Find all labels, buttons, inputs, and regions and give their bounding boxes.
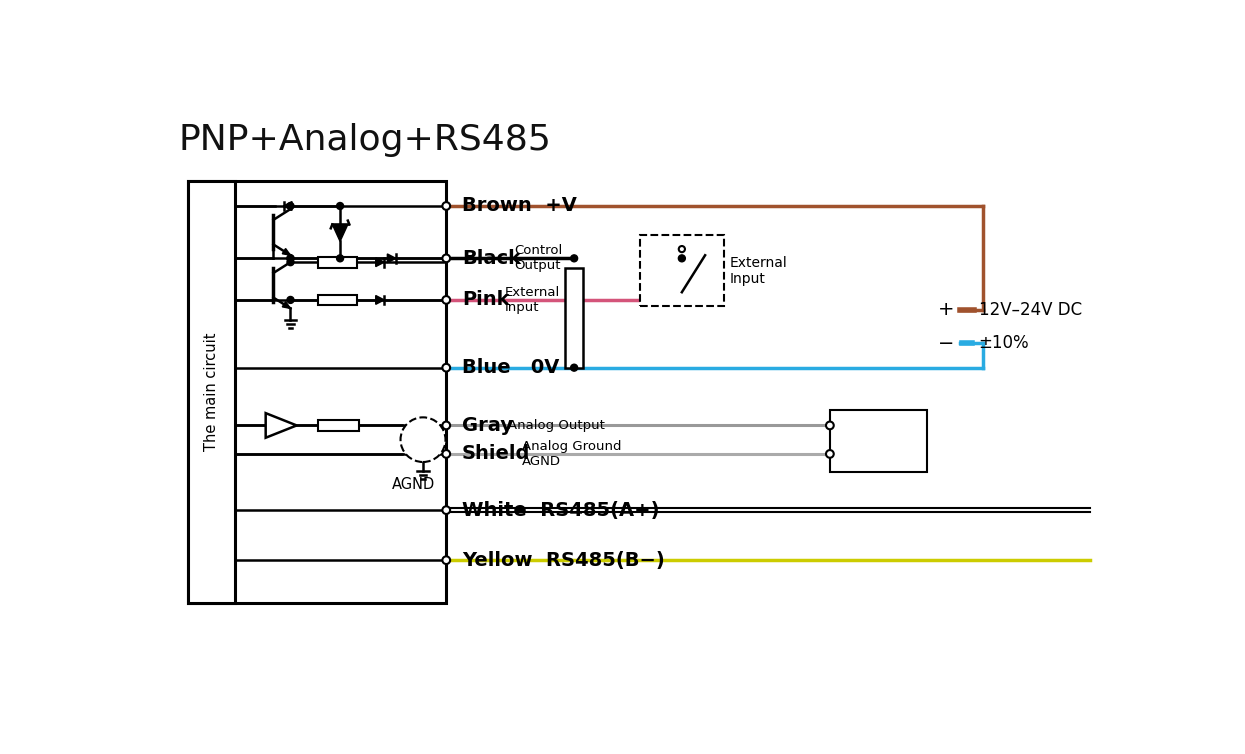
Text: Blue   0V: Blue 0V <box>462 358 559 377</box>
Circle shape <box>442 556 451 564</box>
Text: 12V–24V DC: 12V–24V DC <box>979 301 1082 319</box>
Circle shape <box>336 255 344 262</box>
Polygon shape <box>332 225 347 241</box>
Circle shape <box>679 246 685 252</box>
Text: −: − <box>937 333 954 353</box>
Bar <box>188 182 234 602</box>
Polygon shape <box>284 201 293 210</box>
Text: Control
Output: Control Output <box>514 244 563 272</box>
Bar <box>830 410 926 472</box>
Polygon shape <box>283 302 290 308</box>
Circle shape <box>442 296 451 304</box>
Circle shape <box>288 259 294 265</box>
Circle shape <box>442 421 451 429</box>
Circle shape <box>442 506 451 514</box>
Text: Brown  +V: Brown +V <box>462 197 576 216</box>
Text: +: + <box>937 300 954 320</box>
Polygon shape <box>376 296 385 305</box>
Ellipse shape <box>401 418 446 462</box>
Circle shape <box>679 255 685 262</box>
Text: Pink: Pink <box>462 290 509 309</box>
Polygon shape <box>376 258 385 267</box>
Circle shape <box>825 421 834 429</box>
Text: External
Input: External Input <box>505 286 560 314</box>
Text: The main circuit: The main circuit <box>204 333 219 451</box>
Bar <box>319 420 359 431</box>
Polygon shape <box>265 413 296 438</box>
Bar <box>188 182 446 602</box>
Circle shape <box>825 450 834 458</box>
Circle shape <box>336 203 344 210</box>
Text: Yellow  RS485(B−): Yellow RS485(B−) <box>462 550 665 570</box>
Text: Analog Output: Analog Output <box>508 419 605 432</box>
Bar <box>319 295 357 305</box>
Circle shape <box>442 202 451 210</box>
Text: Analog Ground
AGND: Analog Ground AGND <box>522 440 621 468</box>
Text: White  RS485(A+): White RS485(A+) <box>462 501 660 520</box>
Text: ±10%: ±10% <box>979 334 1030 352</box>
Circle shape <box>288 296 294 303</box>
Circle shape <box>442 255 451 262</box>
Text: PNP+Analog+RS485: PNP+Analog+RS485 <box>179 123 552 157</box>
Circle shape <box>288 255 294 262</box>
Text: Gray: Gray <box>462 416 513 435</box>
Text: External
Input: External Input <box>730 256 788 286</box>
Text: AGND: AGND <box>392 477 436 492</box>
Polygon shape <box>387 254 396 262</box>
Text: Black: Black <box>462 249 520 268</box>
Circle shape <box>288 255 294 262</box>
Text: load: load <box>568 303 580 332</box>
Circle shape <box>442 364 451 372</box>
Bar <box>640 235 723 306</box>
Bar <box>319 257 357 268</box>
Bar <box>565 268 584 368</box>
Circle shape <box>442 450 451 458</box>
Polygon shape <box>283 249 290 256</box>
Circle shape <box>570 255 578 262</box>
Circle shape <box>570 364 578 371</box>
Text: Shield: Shield <box>462 444 530 464</box>
Circle shape <box>288 203 294 210</box>
Text: Analog
Input
Device: Analog Input Device <box>854 418 903 464</box>
